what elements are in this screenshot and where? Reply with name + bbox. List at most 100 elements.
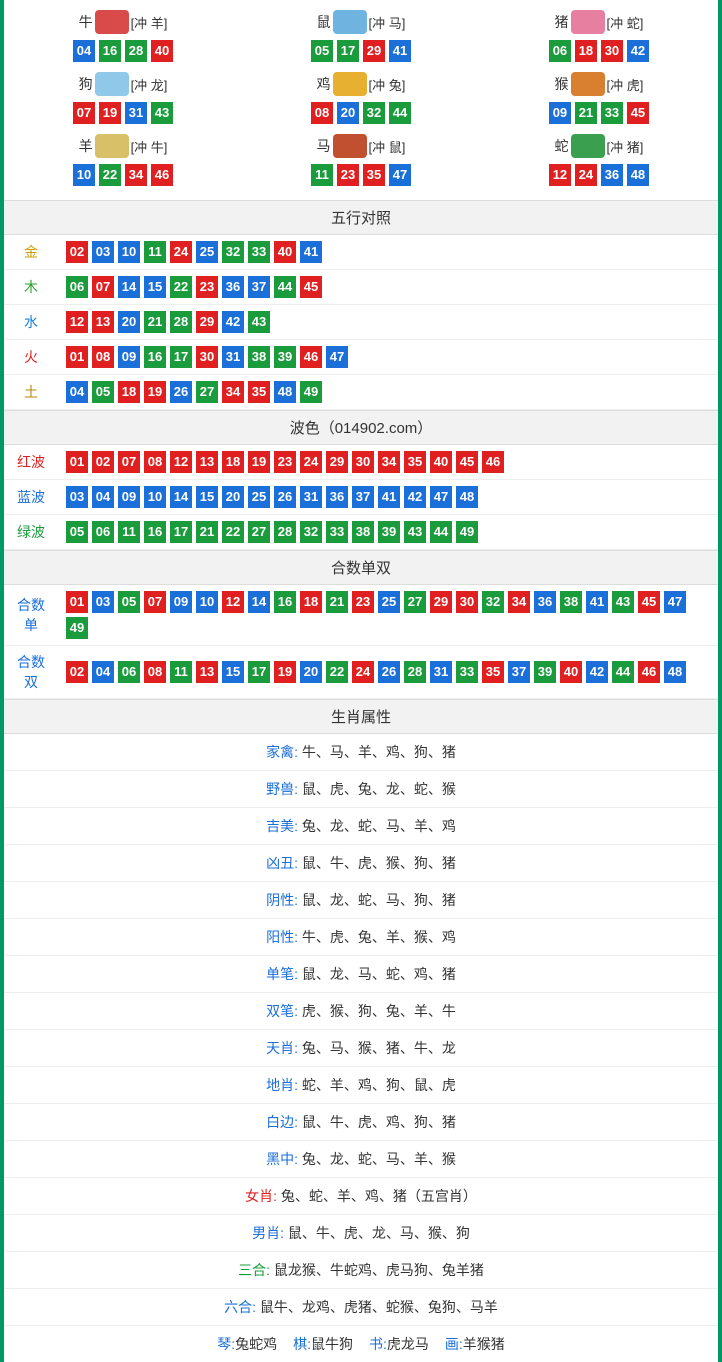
number-ball: 03 — [92, 591, 114, 613]
wuxing-table: 金02031011242532334041木060714152223363744… — [4, 235, 718, 410]
number-ball: 40 — [430, 451, 452, 473]
number-ball: 36 — [222, 276, 244, 298]
number-ball: 01 — [66, 591, 88, 613]
wuxing-row: 木06071415222336374445 — [4, 270, 718, 305]
zodiac-icon — [571, 134, 605, 158]
zodiac-cell: 猴[冲 虎]09213345 — [480, 66, 718, 128]
number-ball: 12 — [66, 311, 88, 333]
number-ball: 24 — [352, 661, 374, 683]
number-ball: 48 — [664, 661, 686, 683]
attribute-label: 天肖: — [266, 1040, 302, 1056]
number-ball: 30 — [352, 451, 374, 473]
attribute-value: 鼠龙猴、牛蛇鸡、虎马狗、兔羊猪 — [274, 1262, 484, 1278]
number-ball: 28 — [125, 40, 147, 62]
number-ball: 29 — [326, 451, 348, 473]
number-ball: 40 — [274, 241, 296, 263]
number-ball: 16 — [99, 40, 121, 62]
number-ball: 34 — [222, 381, 244, 403]
number-ball: 10 — [73, 164, 95, 186]
attribute-row: 野兽: 鼠、虎、兔、龙、蛇、猴 — [4, 771, 718, 808]
four-arts-cell: 书:虎龙马 — [369, 1334, 429, 1354]
attribute-value: 鼠、牛、虎、鸡、狗、猪 — [302, 1114, 456, 1130]
number-ball: 27 — [404, 591, 426, 613]
zodiac-cell: 狗[冲 龙]07193143 — [4, 66, 242, 128]
zodiac-number-row: 07193143 — [4, 102, 242, 124]
zodiac-cell: 猪[冲 蛇]06183042 — [480, 4, 718, 66]
attribute-value: 兔、马、猴、猪、牛、龙 — [302, 1040, 456, 1056]
number-ball: 33 — [248, 241, 270, 263]
attribute-label: 白边: — [266, 1114, 302, 1130]
row-label: 金 — [4, 235, 58, 270]
number-ball: 48 — [274, 381, 296, 403]
number-ball: 25 — [196, 241, 218, 263]
zodiac-clash: [冲 蛇] — [607, 13, 644, 32]
attribute-row: 单笔: 鼠、龙、马、蛇、鸡、猪 — [4, 956, 718, 993]
number-ball: 04 — [66, 381, 88, 403]
number-ball: 35 — [404, 451, 426, 473]
number-ball: 24 — [575, 164, 597, 186]
number-ball: 34 — [378, 451, 400, 473]
zodiac-cell: 羊[冲 牛]10223446 — [4, 128, 242, 190]
number-ball: 18 — [300, 591, 322, 613]
zodiac-name: 猴 — [555, 74, 569, 94]
row-label: 木 — [4, 270, 58, 305]
four-arts-value: 虎龙马 — [387, 1336, 429, 1352]
attribute-value: 牛、马、羊、鸡、狗、猪 — [302, 744, 456, 760]
zodiac-clash: [冲 猪] — [607, 137, 644, 156]
number-ball: 32 — [222, 241, 244, 263]
attribute-label: 家禽: — [266, 744, 302, 760]
attribute-value: 兔、龙、蛇、马、羊、猴 — [302, 1151, 456, 1167]
zodiac-icon — [333, 10, 367, 34]
section-header-wuxing: 五行对照 — [4, 200, 718, 235]
number-ball: 01 — [66, 346, 88, 368]
number-ball: 45 — [300, 276, 322, 298]
zodiac-icon — [95, 10, 129, 34]
number-ball: 37 — [508, 661, 530, 683]
number-ball: 11 — [311, 164, 333, 186]
number-ball: 43 — [151, 102, 173, 124]
attribute-row: 六合: 鼠牛、龙鸡、虎猪、蛇猴、兔狗、马羊 — [4, 1289, 718, 1326]
zodiac-cell: 马[冲 鼠]11233547 — [242, 128, 480, 190]
row-numbers: 06071415222336374445 — [58, 270, 718, 305]
zodiac-grid: 牛[冲 羊]04162840鼠[冲 马]05172941猪[冲 蛇]061830… — [4, 0, 718, 200]
number-ball: 21 — [326, 591, 348, 613]
number-ball: 35 — [248, 381, 270, 403]
number-ball: 36 — [601, 164, 623, 186]
zodiac-name: 马 — [317, 136, 331, 156]
number-ball: 42 — [627, 40, 649, 62]
number-ball: 47 — [389, 164, 411, 186]
number-ball: 05 — [311, 40, 333, 62]
number-ball: 04 — [92, 661, 114, 683]
four-arts-value: 羊猴猪 — [463, 1336, 505, 1352]
number-ball: 39 — [378, 521, 400, 543]
number-ball: 21 — [196, 521, 218, 543]
number-ball: 39 — [534, 661, 556, 683]
number-ball: 13 — [196, 451, 218, 473]
number-ball: 15 — [222, 661, 244, 683]
zodiac-clash: [冲 兔] — [369, 75, 406, 94]
four-arts-key: 琴: — [217, 1336, 235, 1352]
number-ball: 29 — [363, 40, 385, 62]
row-numbers: 1213202128294243 — [58, 305, 718, 340]
number-ball: 07 — [118, 451, 140, 473]
attribute-row: 黑中: 兔、龙、蛇、马、羊、猴 — [4, 1141, 718, 1178]
four-arts-cell: 琴:兔蛇鸡 — [217, 1334, 277, 1354]
number-ball: 05 — [66, 521, 88, 543]
zodiac-name: 鼠 — [317, 12, 331, 32]
number-ball: 48 — [627, 164, 649, 186]
number-ball: 31 — [430, 661, 452, 683]
number-ball: 23 — [352, 591, 374, 613]
number-ball: 21 — [144, 311, 166, 333]
zodiac-name: 狗 — [79, 74, 93, 94]
number-ball: 14 — [248, 591, 270, 613]
zodiac-cell: 鸡[冲 兔]08203244 — [242, 66, 480, 128]
number-ball: 19 — [144, 381, 166, 403]
attribute-row: 凶丑: 鼠、牛、虎、猴、狗、猪 — [4, 845, 718, 882]
row-numbers: 0102070812131819232429303435404546 — [58, 445, 718, 480]
number-ball: 44 — [430, 521, 452, 543]
number-ball: 18 — [575, 40, 597, 62]
number-ball: 14 — [170, 486, 192, 508]
zodiac-number-row: 11233547 — [242, 164, 480, 186]
number-ball: 16 — [274, 591, 296, 613]
number-ball: 44 — [612, 661, 634, 683]
